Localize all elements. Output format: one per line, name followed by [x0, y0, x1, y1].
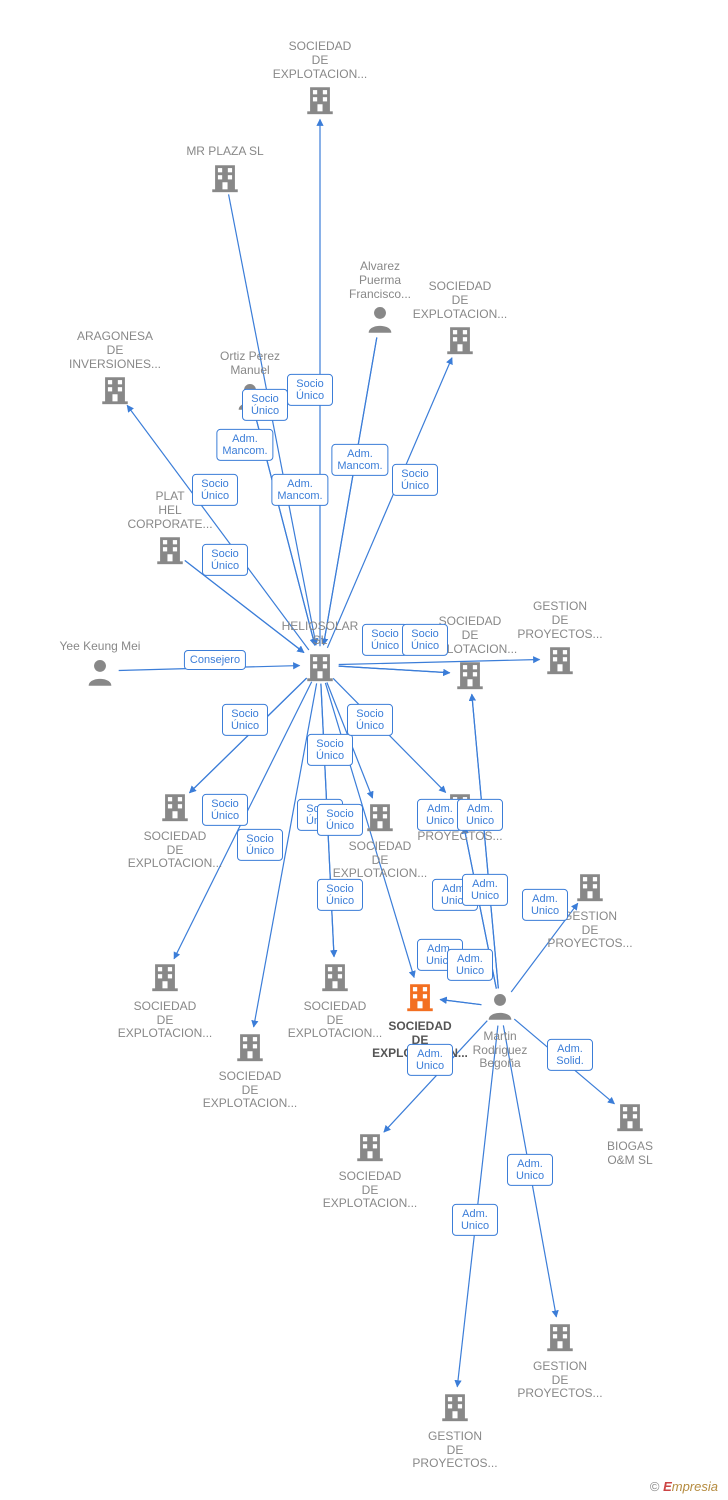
copyright-symbol: © [650, 1479, 660, 1494]
node-soc_expl_7[interactable]: SOCIEDADDEEXPLOTACION... [195, 1030, 305, 1111]
node-mr_plaza[interactable]: MR PLAZA SL [170, 145, 280, 199]
building-icon [453, 658, 487, 696]
node-label: BIOGASO&M SL [575, 1140, 685, 1168]
diagram-canvas: SOCIEDADDEEXPLOTACION... MR PLAZA SL Alv… [0, 0, 728, 1500]
node-label: GESTIONDEPROYECTOS... [400, 1430, 510, 1471]
building-icon [233, 1030, 267, 1068]
node-biogas[interactable]: BIOGASO&M SL [575, 1100, 685, 1167]
node-label: SOCIEDADDEEXPLOTACION... [265, 40, 375, 81]
edge-line [327, 358, 452, 648]
person-icon [83, 656, 117, 694]
node-label: SOCIEDADDEEXPLOTACION... [315, 1170, 425, 1211]
building-icon [543, 643, 577, 681]
edge-label: SocioÚnico [307, 734, 353, 766]
edge-label: Adm.Unico [462, 874, 508, 906]
node-label: ARAGONESADEINVERSIONES... [60, 330, 170, 371]
building-icon [573, 870, 607, 908]
edges-layer [0, 0, 728, 1500]
edge-label: SocioÚnico [317, 804, 363, 836]
node-gestion_1[interactable]: GESTIONDEPROYECTOS... [505, 600, 615, 681]
edge-label: SocioÚnico [402, 624, 448, 656]
building-icon [303, 83, 337, 121]
node-label: SOCIEDADDEEXPLOTACION... [195, 1070, 305, 1111]
building-icon [443, 323, 477, 361]
watermark: © Empresia [650, 1479, 718, 1494]
building-icon [158, 790, 192, 828]
building-icon [613, 1100, 647, 1138]
edge-label: SocioÚnico [237, 829, 283, 861]
building-icon [153, 533, 187, 571]
node-label: HELIOSOLARSL [265, 620, 375, 648]
node-soc_expl_top[interactable]: SOCIEDADDEEXPLOTACION... [265, 40, 375, 121]
edge-label: Adm.Unico [507, 1154, 553, 1186]
node-label: PROYECTOS... [405, 830, 515, 844]
edge-label: Adm.Unico [457, 799, 503, 831]
edge-label: Adm.Mancom. [331, 444, 388, 476]
edge-label: SocioÚnico [192, 474, 238, 506]
node-label: Yee Keung Mei [45, 640, 155, 654]
node-soc_expl_9[interactable]: SOCIEDADDEEXPLOTACION... [315, 1130, 425, 1211]
edge-label: Adm.Unico [522, 889, 568, 921]
building-icon [303, 650, 337, 688]
edge-label: Adm.Solid. [547, 1039, 593, 1071]
node-gestion_4[interactable]: GESTIONDEPROYECTOS... [400, 1390, 510, 1471]
node-martin[interactable]: MartinRodriguezBegoña [445, 990, 555, 1071]
edge-label: SocioÚnico [202, 544, 248, 576]
node-label: GESTIONDEPROYECTOS... [505, 1360, 615, 1401]
edge-label: SocioÚnico [392, 464, 438, 496]
person-icon [483, 990, 517, 1028]
edge-label: Adm.Mancom. [216, 429, 273, 461]
building-icon [403, 980, 437, 1018]
edge-label: SocioÚnico [202, 794, 248, 826]
building-icon [353, 1130, 387, 1168]
building-icon [148, 960, 182, 998]
edge-label: SocioÚnico [317, 879, 363, 911]
building-icon [438, 1390, 472, 1428]
node-gestion_3[interactable]: GESTIONDEPROYECTOS... [505, 1320, 615, 1401]
node-yee[interactable]: Yee Keung Mei [45, 640, 155, 694]
node-label: SOCIEDADDEEXPLOTACION... [405, 280, 515, 321]
node-label: MR PLAZA SL [170, 145, 280, 159]
node-soc_expl_2[interactable]: SOCIEDADDEEXPLOTACION... [405, 280, 515, 361]
node-soc_expl_6[interactable]: SOCIEDADDEEXPLOTACION... [110, 960, 220, 1041]
building-icon [318, 960, 352, 998]
building-icon [98, 373, 132, 411]
node-label: SOCIEDADDEEXPLOTACION... [325, 840, 435, 881]
edge-label: Adm.Unico [447, 949, 493, 981]
building-icon [208, 161, 242, 199]
edge-label: SocioÚnico [222, 704, 268, 736]
edge-label: Adm.Mancom. [271, 474, 328, 506]
building-icon [363, 800, 397, 838]
node-label: MartinRodriguezBegoña [445, 1030, 555, 1071]
node-label: GESTIONDEPROYECTOS... [505, 600, 615, 641]
building-icon [543, 1320, 577, 1358]
edge-label: SocioÚnico [347, 704, 393, 736]
node-heliosolar[interactable]: HELIOSOLARSL [265, 620, 375, 687]
edge-label: Consejero [184, 650, 246, 670]
person-icon [363, 303, 397, 341]
node-label: SOCIEDADDEEXPLOTACION... [120, 830, 230, 871]
edge-label: Adm.Unico [452, 1204, 498, 1236]
node-aragonesa[interactable]: ARAGONESADEINVERSIONES... [60, 330, 170, 411]
edge-label: SocioÚnico [242, 389, 288, 421]
edge-label: Adm.Unico [407, 1044, 453, 1076]
edge-label: SocioÚnico [287, 374, 333, 406]
